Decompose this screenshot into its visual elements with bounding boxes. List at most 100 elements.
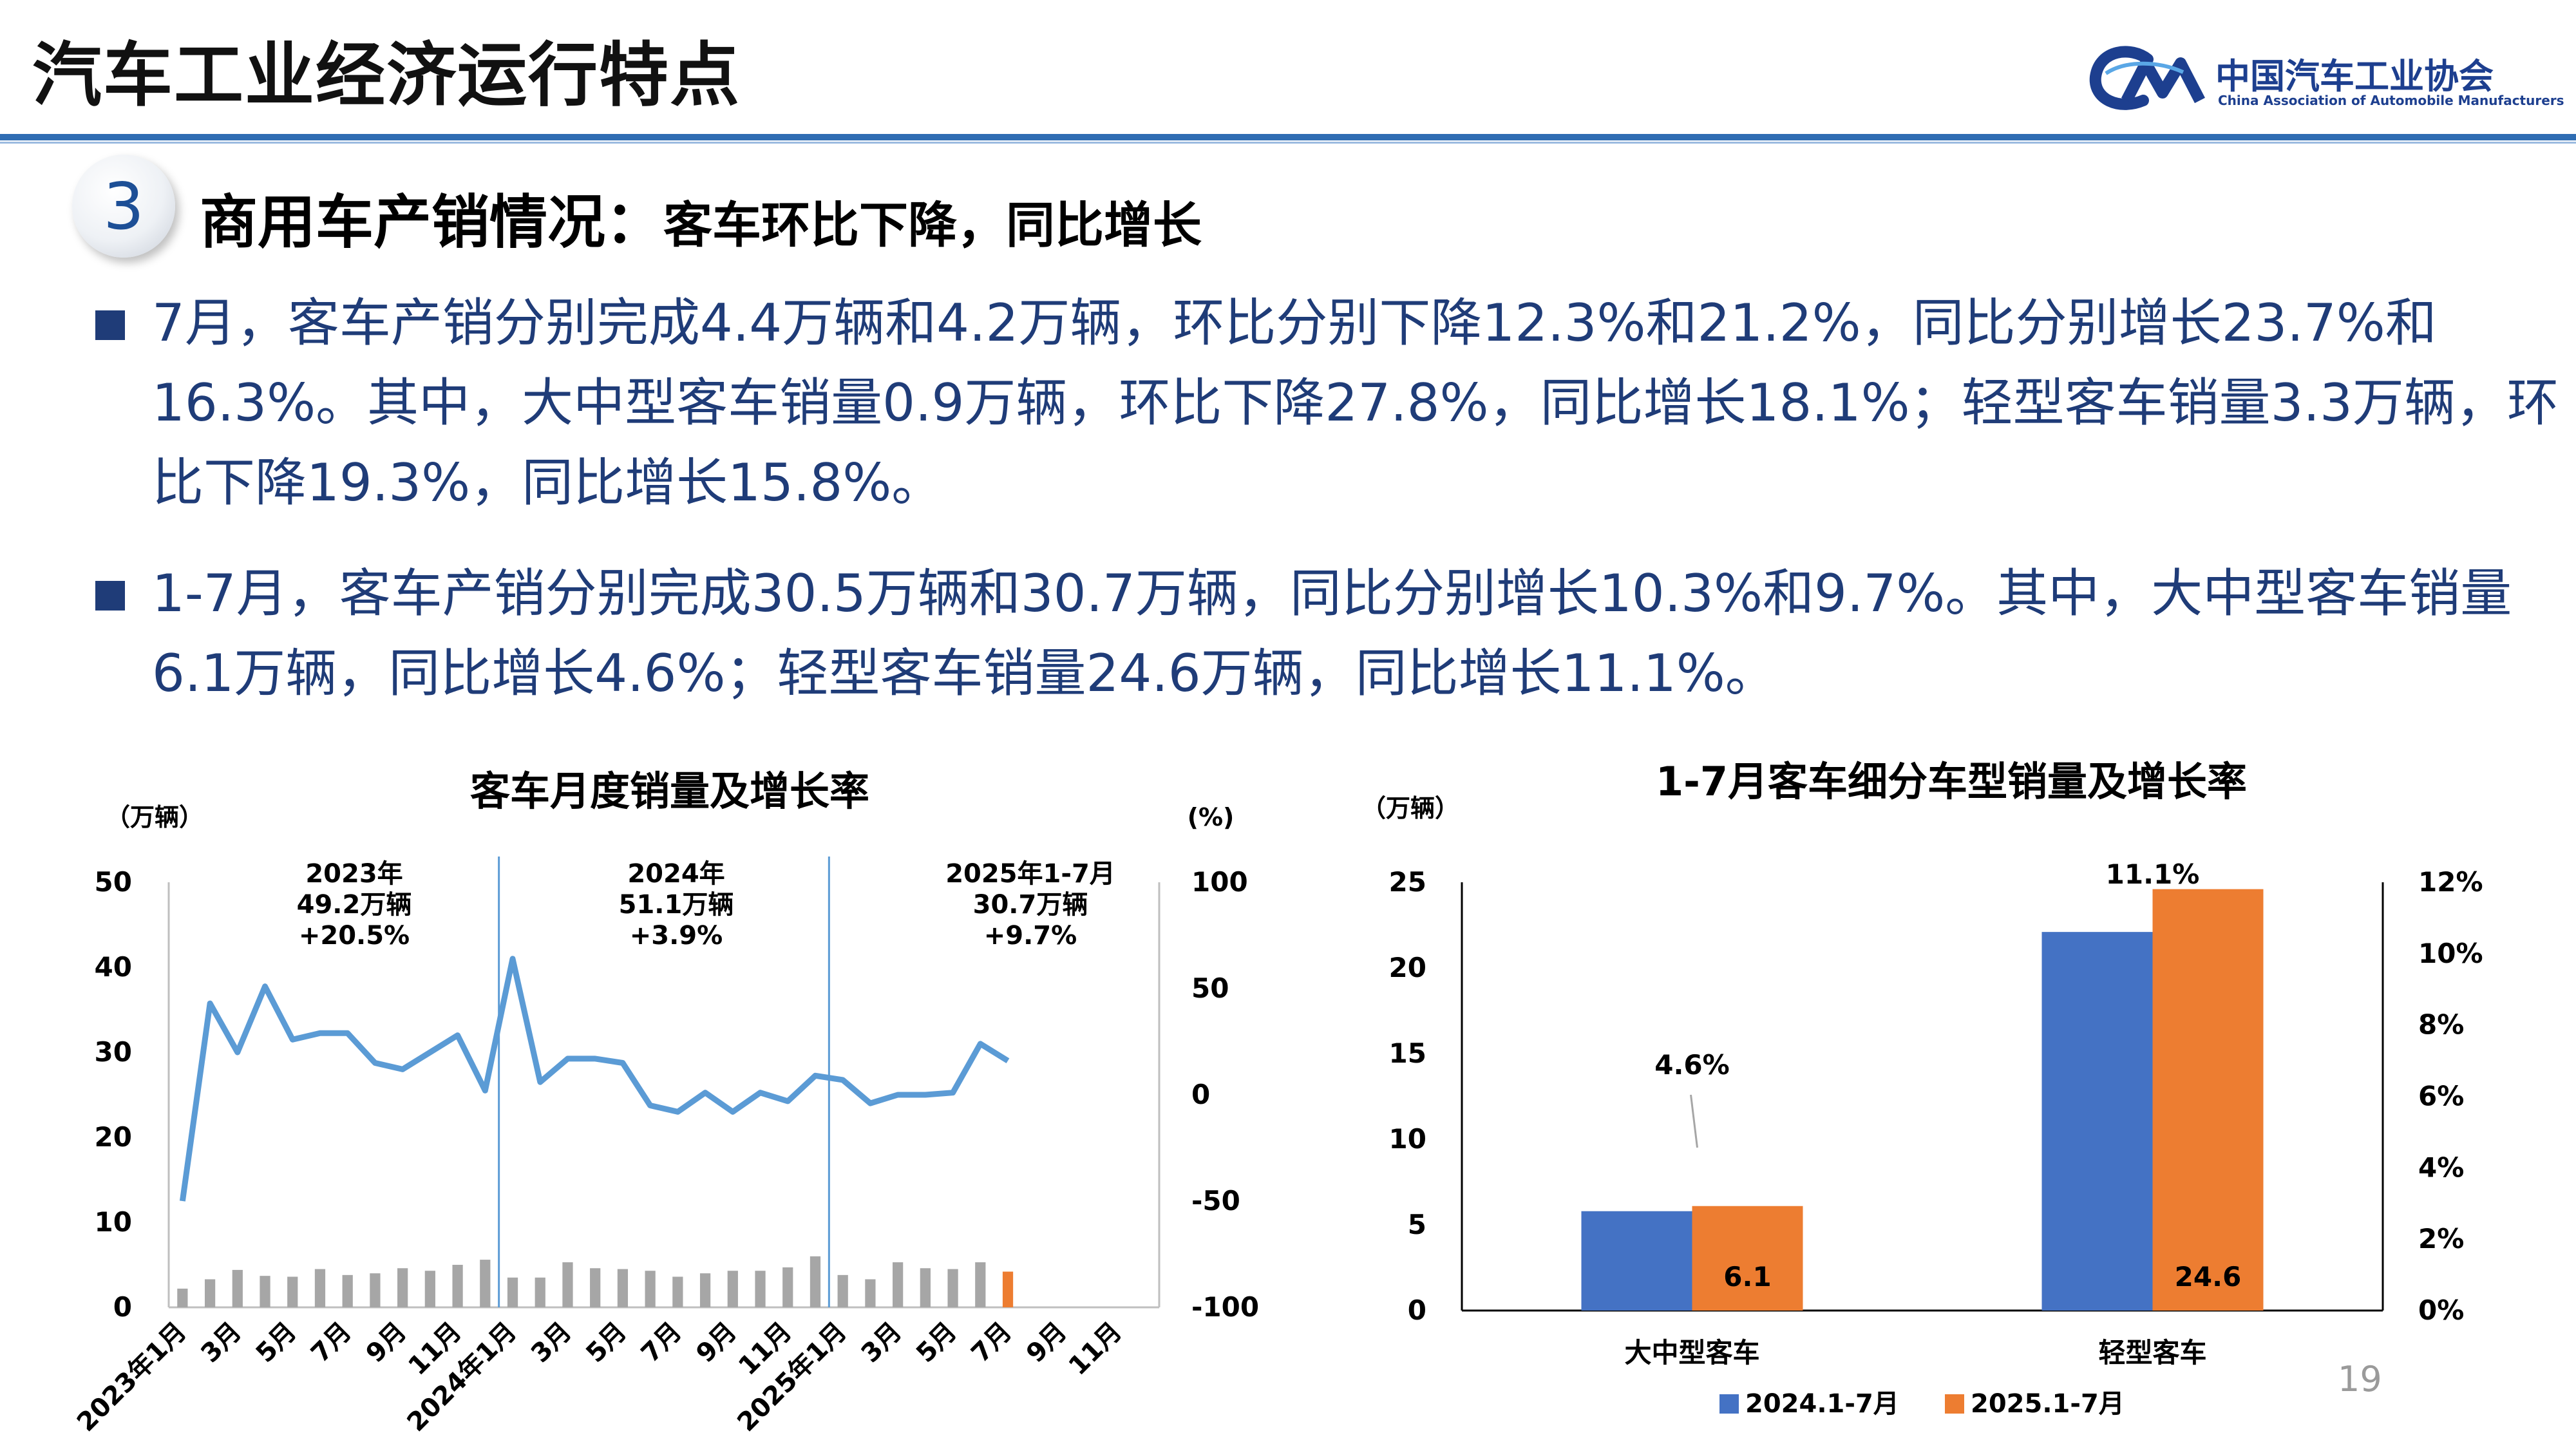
y-right-tick-label: 0 bbox=[1191, 1079, 1210, 1110]
sales-bar bbox=[314, 1269, 326, 1307]
sales-bar bbox=[177, 1288, 188, 1307]
section-title: 商用车产销情况：客车环比下降，同比增长 bbox=[200, 175, 1202, 259]
sales-bar bbox=[452, 1265, 463, 1307]
y-left-tick-label: 10 bbox=[95, 1206, 132, 1238]
x-tick-label: 7月 bbox=[305, 1317, 357, 1368]
period-total-label: 30.7万辆 bbox=[973, 890, 1088, 920]
period-total-label: 49.2万辆 bbox=[297, 890, 412, 920]
bullet-text: 7月，客车产销分别完成4.4万辆和4.2万辆，环比分别下降12.3%和21.2%… bbox=[152, 293, 2559, 513]
sales-bar bbox=[480, 1260, 491, 1307]
growth-rate-line bbox=[179, 956, 1010, 1202]
section-title-main: 商用车产销情况： bbox=[200, 189, 663, 256]
period-growth-label: +9.7% bbox=[984, 921, 1077, 951]
legend-swatch bbox=[1945, 1394, 1964, 1414]
sales-bar bbox=[204, 1279, 216, 1307]
y-left-tick-label: 0 bbox=[113, 1291, 132, 1323]
y-left-unit-label: （万辆） bbox=[106, 803, 204, 831]
sales-bar bbox=[590, 1268, 601, 1307]
value-label: 6.1 bbox=[1723, 1261, 1771, 1293]
category-label: 大中型客车 bbox=[1624, 1337, 1759, 1368]
section-number: 3 bbox=[103, 169, 144, 244]
period-year-label: 2025年1-7月 bbox=[945, 859, 1115, 889]
sales-bar bbox=[617, 1269, 629, 1307]
chart-title: 客车月度销量及增长率 bbox=[470, 768, 869, 815]
x-tick-label: 7月 bbox=[966, 1317, 1018, 1368]
sales-bar bbox=[865, 1279, 876, 1307]
segment-bar bbox=[1581, 1211, 1692, 1311]
x-tick-label: 3月 bbox=[195, 1317, 247, 1368]
period-total-label: 51.1万辆 bbox=[619, 890, 734, 920]
sales-bar bbox=[920, 1268, 931, 1307]
period-year-label: 2023年 bbox=[305, 859, 402, 889]
sales-bar bbox=[397, 1268, 408, 1307]
header-divider bbox=[0, 134, 2576, 140]
sales-bar bbox=[947, 1269, 958, 1307]
y-left-tick-label: 5 bbox=[1408, 1209, 1426, 1240]
x-tick-label: 3月 bbox=[856, 1317, 907, 1368]
y-left-tick-label: 20 bbox=[1389, 952, 1426, 983]
segment-bar bbox=[2041, 932, 2153, 1311]
sales-bar bbox=[287, 1276, 298, 1307]
y-left-tick-label: 30 bbox=[95, 1036, 132, 1068]
y-right-tick-label: 6% bbox=[2418, 1081, 2464, 1112]
y-left-tick-label: 40 bbox=[95, 951, 132, 983]
y-left-tick-label: 25 bbox=[1389, 866, 1426, 898]
period-growth-label: +3.9% bbox=[630, 921, 723, 951]
y-left-tick-label: 0 bbox=[1408, 1294, 1426, 1326]
x-tick-label: 3月 bbox=[526, 1317, 577, 1368]
sales-bar bbox=[782, 1267, 793, 1307]
x-tick-label: 5月 bbox=[580, 1317, 632, 1368]
sales-bar bbox=[535, 1277, 545, 1307]
y-right-unit-label: (%) bbox=[1188, 803, 1235, 831]
y-right-tick-label: -100 bbox=[1191, 1291, 1259, 1323]
y-right-tick-label: 8% bbox=[2418, 1009, 2464, 1041]
bullet-square-icon bbox=[95, 310, 125, 340]
y-right-tick-label: 12% bbox=[2418, 866, 2483, 898]
segment-bar bbox=[1692, 1206, 1803, 1311]
x-tick-label: 7月 bbox=[636, 1317, 687, 1368]
page-title: 汽车工业经济运行特点 bbox=[32, 35, 741, 116]
logo-english-name: China Association of Automobile Manufact… bbox=[2218, 93, 2564, 108]
growth-label: 4.6% bbox=[1654, 1049, 1729, 1081]
sales-bar bbox=[645, 1271, 656, 1307]
bullet-item-2: 1-7月，客车产销分别完成30.5万辆和30.7万辆，同比分别增长10.3%和9… bbox=[90, 554, 2512, 721]
sales-bar bbox=[370, 1273, 381, 1307]
sales-bar bbox=[837, 1274, 848, 1307]
x-tick-label: 5月 bbox=[251, 1317, 302, 1368]
sales-bar bbox=[727, 1271, 738, 1307]
growth-label: 11.1% bbox=[2106, 858, 2200, 890]
y-right-tick-label: 100 bbox=[1191, 866, 1248, 898]
sales-bar bbox=[699, 1273, 711, 1307]
y-left-tick-label: 20 bbox=[95, 1121, 132, 1153]
legend-label: 2025.1-7月 bbox=[1971, 1389, 2125, 1419]
sales-bar bbox=[342, 1274, 353, 1307]
y-right-tick-label: 50 bbox=[1191, 972, 1229, 1004]
y-right-tick-label: 4% bbox=[2418, 1151, 2464, 1183]
y-right-tick-label: 10% bbox=[2418, 938, 2483, 969]
bullet-item-1: 7月，客车产销分别完成4.4万辆和4.2万辆，环比分别下降12.3%和21.2%… bbox=[90, 283, 2559, 528]
y-left-tick-label: 10 bbox=[1389, 1123, 1426, 1155]
x-tick-label: 2023年1月 bbox=[71, 1317, 193, 1438]
sales-bar bbox=[893, 1262, 904, 1307]
y-left-tick-label: 15 bbox=[1389, 1037, 1426, 1069]
x-tick-label: 11月 bbox=[1063, 1317, 1128, 1381]
sales-bar bbox=[507, 1277, 518, 1307]
slide-number: 19 bbox=[2338, 1359, 2382, 1399]
caam-logo-icon bbox=[2089, 46, 2205, 110]
legend-label: 2024.1-7月 bbox=[1745, 1389, 1899, 1419]
bullet-text: 1-7月，客车产销分别完成30.5万辆和30.7万辆，同比分别增长10.3%和9… bbox=[152, 564, 2512, 703]
sales-bar bbox=[672, 1276, 683, 1307]
y-right-tick-label: 0% bbox=[2418, 1294, 2464, 1326]
caam-logo: 中国汽车工业协会 China Association of Automobile… bbox=[2087, 41, 2564, 118]
sales-bar bbox=[1002, 1271, 1014, 1307]
legend-swatch bbox=[1719, 1394, 1739, 1414]
chart-title: 1-7月客车细分车型销量及增长率 bbox=[1656, 758, 2247, 805]
period-growth-label: +20.5% bbox=[299, 921, 410, 951]
sales-bar bbox=[232, 1269, 243, 1307]
y-right-tick-label: 2% bbox=[2418, 1223, 2464, 1255]
logo-chinese-name: 中国汽车工业协会 bbox=[2215, 56, 2494, 97]
sales-bar bbox=[810, 1256, 821, 1307]
segment-bar bbox=[2152, 889, 2264, 1311]
sales-bar bbox=[755, 1271, 766, 1307]
